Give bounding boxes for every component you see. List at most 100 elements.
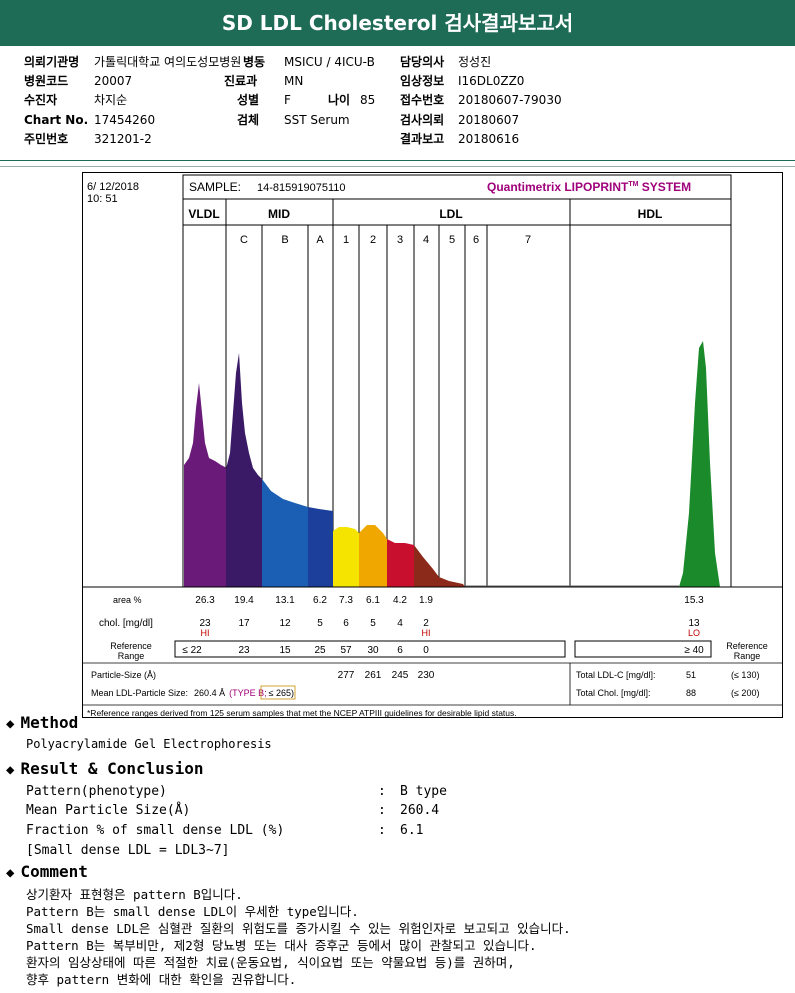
total-ldl-ref: (≤ 130) xyxy=(731,670,759,680)
sub-label-3: 3 xyxy=(397,234,403,246)
sample-id: 14-815919075110 xyxy=(257,182,346,194)
ref-row-label: Reference xyxy=(110,641,152,651)
densitogram xyxy=(184,341,720,587)
ref-value: 15 xyxy=(279,645,291,656)
result-label-fraction: Fraction % of small dense LDL (%) xyxy=(26,823,285,838)
densitogram-band-9 xyxy=(679,341,720,587)
area-value: 6.2 xyxy=(313,595,327,606)
chol-value: 17 xyxy=(238,618,250,629)
area-row-label: area % xyxy=(113,595,142,605)
result-value-mean-size: 260.4 xyxy=(400,803,440,818)
ref-value: ≤ 22 xyxy=(182,645,202,656)
mean-ldl-line: Mean LDL-Particle Size: 260.4 Å (TYPE B; ≤ … xyxy=(91,688,294,698)
chol-value-hdl: 13 xyxy=(688,618,700,629)
result-colon: : xyxy=(378,803,386,818)
col-mid: MID xyxy=(268,207,290,221)
footnote: *Reference ranges derived from 125 serum… xyxy=(87,708,517,717)
result-value-fraction: 6.1 xyxy=(400,823,424,838)
chol-value: 2 xyxy=(423,618,429,629)
sample-label: SAMPLE: xyxy=(189,180,241,194)
fraction-table: 26.3 19.4 13.1 6.2 7.3 6.1 4.2 1.9 15.3 23 17 12 5 6 5… xyxy=(182,595,704,681)
chol-value: 5 xyxy=(370,618,376,629)
area-value: 1.9 xyxy=(419,595,433,606)
ref-range-box xyxy=(174,640,566,658)
sub-label-2: 2 xyxy=(370,234,376,246)
particle-size-value: 261 xyxy=(365,670,382,681)
sub-label-C: C xyxy=(240,234,248,246)
ref-row-label: Range xyxy=(118,651,145,661)
sub-label-B: B xyxy=(281,234,288,246)
value-clinical-info: I16DL0ZZ0 xyxy=(458,74,525,88)
area-value: 4.2 xyxy=(393,595,407,606)
col-ldl: LDL xyxy=(439,207,462,221)
chol-value: 12 xyxy=(279,618,291,629)
sub-label-7: 7 xyxy=(525,234,531,246)
method-heading-text: Method xyxy=(20,713,79,732)
ref-row-label-right: Reference xyxy=(726,641,768,651)
value-patient-name: 차지순 xyxy=(94,93,128,107)
comment-line: Pattern B는 small dense LDL이 우세한 type입니다. xyxy=(26,904,359,919)
sub-label-1: 1 xyxy=(343,234,349,246)
total-ldl-label: Total LDL-C [mg/dl]: xyxy=(576,670,656,680)
particle-size-value: 245 xyxy=(392,670,409,681)
particle-size-value: 277 xyxy=(338,670,355,681)
densitogram-band-1 xyxy=(226,353,262,587)
mean-value-highlight xyxy=(260,685,296,700)
value-hospital-code: 20007 xyxy=(94,74,133,88)
page-title: SD LDL Cholesterol 검사결과보고서 xyxy=(0,0,795,46)
total-chol-value: 88 xyxy=(686,688,696,698)
label-department: 진료과 xyxy=(224,74,258,88)
comment-line: Small dense LDL은 심혈관 질환의 위험도를 증가시킬 수 있는 … xyxy=(26,921,571,936)
chol-row-label: chol. [mg/dl] xyxy=(99,618,153,629)
sub-label-6: 6 xyxy=(473,234,479,246)
total-ldl-value: 51 xyxy=(686,670,696,680)
ref-value: 6 xyxy=(397,645,403,656)
area-value: 7.3 xyxy=(339,595,353,606)
particle-size-value: 230 xyxy=(418,670,435,681)
area-value: 6.1 xyxy=(366,595,380,606)
value-resident-number: 321201-2 xyxy=(94,132,152,146)
result-note: [Small dense LDL = LDL3~7] xyxy=(26,843,230,858)
label-request-date: 검사의뢰 xyxy=(400,113,445,127)
ref-value: 57 xyxy=(340,645,352,656)
label-requesting-institution: 의뢰기관명 xyxy=(24,55,80,69)
divider xyxy=(0,166,795,167)
chol-value: 23 xyxy=(199,618,211,629)
result-value-pattern: B type xyxy=(400,784,447,799)
comment-line: 상기환자 표현형은 pattern B입니다. xyxy=(26,887,243,902)
label-hospital-code: 병원코드 xyxy=(24,74,69,88)
label-age: 나이 xyxy=(328,93,351,107)
label-sex: 성별 xyxy=(237,93,260,107)
result-heading: ◆ Result & Conclusion xyxy=(6,759,203,778)
densitogram-band-2 xyxy=(262,479,308,587)
value-age: 85 xyxy=(360,93,376,107)
ref-row-label-right: Range xyxy=(734,651,761,661)
comment-line: 향후 pattern 변화에 대한 확인을 권유합니다. xyxy=(26,972,297,987)
sub-fraction-labels: C B A 1 2 3 4 5 6 7 xyxy=(240,234,531,246)
value-receipt-number: 20180607-79030 xyxy=(458,93,562,107)
report-date: 6/ 12/2018 xyxy=(87,181,139,193)
result-heading-text: Result & Conclusion xyxy=(20,759,204,778)
total-chol-ref: (≤ 200) xyxy=(731,688,759,698)
divider xyxy=(0,160,795,161)
densitogram-band-6 xyxy=(387,539,414,587)
value-ward: MSICU / 4ICU-B xyxy=(284,55,375,69)
area-value: 26.3 xyxy=(195,595,215,606)
lipoprint-chart: 6/ 12/2018 10: 51 SAMPLE: 14-81591907511… xyxy=(83,174,782,717)
col-vldl: VLDL xyxy=(188,207,219,221)
diamond-bullet-icon: ◆ xyxy=(6,762,15,778)
flag-hi: HI xyxy=(422,628,431,638)
value-specimen: SST Serum xyxy=(284,113,350,127)
densitogram-band-4 xyxy=(333,527,359,587)
result-colon: : xyxy=(378,823,386,838)
chol-value: 4 xyxy=(397,618,403,629)
brand-name: Quantimetrix LIPOPRINTTM SYSTEM xyxy=(487,180,691,194)
densitogram-band-0 xyxy=(184,383,226,587)
chol-value: 5 xyxy=(317,618,323,629)
method-heading: ◆ Method xyxy=(6,713,78,732)
value-request-date: 20180607 xyxy=(458,113,520,127)
label-report-date: 결과보고 xyxy=(400,132,445,146)
densitogram-band-7 xyxy=(414,545,439,587)
ref-value: 30 xyxy=(367,645,379,656)
result-colon: : xyxy=(378,784,386,799)
